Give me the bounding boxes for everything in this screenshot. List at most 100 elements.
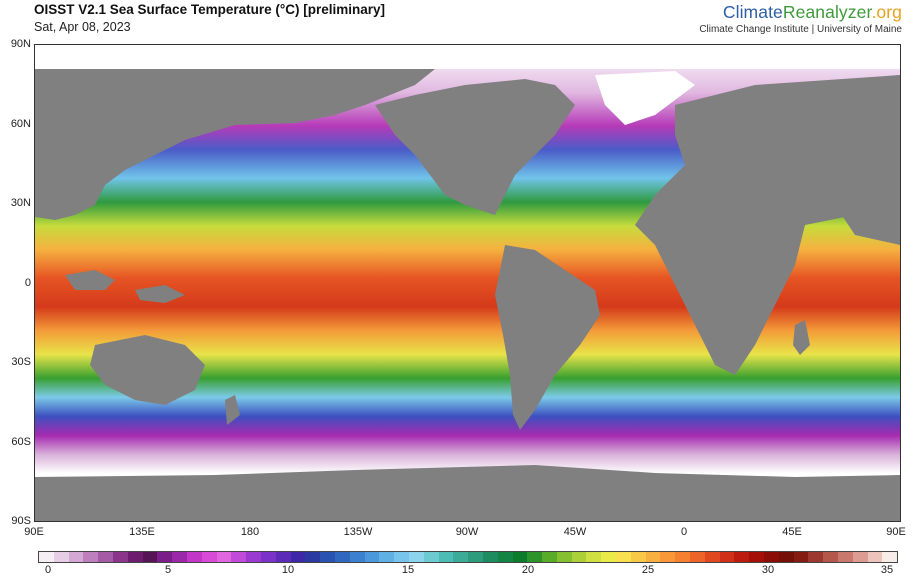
colorbar-tick-10: 10 <box>281 564 295 576</box>
colorbar-cell <box>630 552 646 562</box>
colorbar-cell <box>867 552 883 562</box>
colorbar-cell <box>497 552 513 562</box>
colorbar-cell <box>690 552 705 562</box>
new-zealand-land <box>225 395 240 425</box>
colorbar-cell <box>512 552 528 562</box>
colorbar-cell <box>468 552 483 562</box>
colorbar-cell <box>482 552 498 562</box>
colorbar-cell <box>186 552 202 562</box>
colorbar-cell <box>408 552 424 562</box>
lon-label-135e: 135E <box>129 526 155 538</box>
colorbar-cell <box>172 552 187 562</box>
north-america-land <box>375 79 575 215</box>
lon-label-90w: 90W <box>455 526 479 538</box>
borneo-land <box>65 270 115 290</box>
temperature-colorbar <box>38 551 898 563</box>
colorbar-cell <box>157 552 173 562</box>
colorbar-cell <box>290 552 306 562</box>
colorbar-cell <box>852 552 868 562</box>
lat-label-90s: 90S <box>11 515 31 527</box>
lon-label-45e: 45E <box>782 526 802 538</box>
colorbar-cell <box>83 552 99 562</box>
south-america-land <box>495 245 600 430</box>
colorbar-cell <box>645 552 661 562</box>
colorbar-cell <box>246 552 261 562</box>
new-guinea-land <box>135 285 185 303</box>
colorbar-cell <box>704 552 720 562</box>
arctic-ice <box>35 45 900 69</box>
colorbar-cell <box>201 552 217 562</box>
antarctica-land <box>35 465 900 521</box>
lat-label-60n: 60N <box>10 118 31 130</box>
lon-label-90e-east: 90E <box>886 526 906 538</box>
brand-logo-part2: Reanalyzer <box>782 2 872 22</box>
colorbar-cell <box>438 552 454 562</box>
colorbar-cell <box>68 552 84 562</box>
colorbar-cell <box>349 552 365 562</box>
brand-logo-part1: Climate <box>722 2 783 22</box>
colorbar-cell <box>334 552 350 562</box>
colorbar-cell <box>379 552 395 562</box>
colorbar-cell <box>542 552 557 562</box>
colorbar-cell <box>675 552 691 562</box>
colorbar-cell <box>749 552 765 562</box>
colorbar-cell <box>616 552 631 562</box>
colorbar-tick-0: 0 <box>44 564 52 576</box>
brand-logo[interactable]: ClimateReanalyzer.org <box>699 2 902 23</box>
lat-label-60s: 60S <box>11 436 31 448</box>
colorbar-cell <box>320 552 335 562</box>
colorbar-cell <box>231 552 247 562</box>
colorbar-cell <box>275 552 291 562</box>
colorbar-cell <box>586 552 602 562</box>
colorbar-cell <box>719 552 735 562</box>
colorbar-cell <box>882 552 898 562</box>
colorbar-tick-30: 30 <box>761 564 775 576</box>
lat-label-0: 0 <box>24 277 31 289</box>
map-title: OISST V2.1 Sea Surface Temperature (°C) … <box>34 2 386 17</box>
colorbar-cell <box>423 552 439 562</box>
lat-label-30s: 30S <box>11 356 31 368</box>
colorbar-cell <box>734 552 750 562</box>
colorbar-cell <box>127 552 143 562</box>
lat-label-90n: 90N <box>10 38 31 50</box>
lon-label-180: 180 <box>240 526 260 538</box>
colorbar-cell <box>216 552 232 562</box>
asia-east-land <box>815 75 900 245</box>
colorbar-cell <box>142 552 158 562</box>
colorbar-cell <box>98 552 113 562</box>
brand-logo-part3: .org <box>871 2 902 22</box>
colorbar-cell <box>838 552 853 562</box>
colorbar-cell <box>778 552 794 562</box>
australia-land <box>90 335 205 405</box>
colorbar-cell <box>260 552 276 562</box>
colorbar-cell <box>571 552 587 562</box>
lon-label-45w: 45W <box>563 526 587 538</box>
colorbar-cell <box>660 552 676 562</box>
brand-subtitle: Climate Change Institute | University of… <box>699 24 902 35</box>
lon-label-90e-west: 90E <box>24 526 44 538</box>
colorbar-cell <box>364 552 380 562</box>
colorbar-cell <box>394 552 409 562</box>
lat-label-30n: 30N <box>10 197 31 209</box>
colorbar-tick-15: 15 <box>401 564 415 576</box>
greenland-ice <box>595 71 695 125</box>
colorbar-cell <box>453 552 469 562</box>
colorbar-cell <box>823 552 839 562</box>
colorbar-cell <box>764 552 779 562</box>
brand-block: ClimateReanalyzer.org Climate Change Ins… <box>699 2 902 35</box>
map-date: Sat, Apr 08, 2023 <box>34 20 131 34</box>
asia-land <box>35 69 435 220</box>
colorbar-cell <box>556 552 572 562</box>
sst-map[interactable] <box>34 44 901 522</box>
colorbar-cell <box>53 552 69 562</box>
colorbar-cell <box>601 552 617 562</box>
colorbar-tick-20: 20 <box>521 564 535 576</box>
lon-label-135w: 135W <box>343 526 373 538</box>
madagascar-land <box>793 320 810 355</box>
colorbar-tick-5: 5 <box>164 564 172 576</box>
lon-label-0: 0 <box>680 526 688 538</box>
colorbar-tick-35: 35 <box>880 564 894 576</box>
colorbar-cell <box>305 552 321 562</box>
colorbar-cell <box>808 552 824 562</box>
colorbar-tick-25: 25 <box>641 564 655 576</box>
